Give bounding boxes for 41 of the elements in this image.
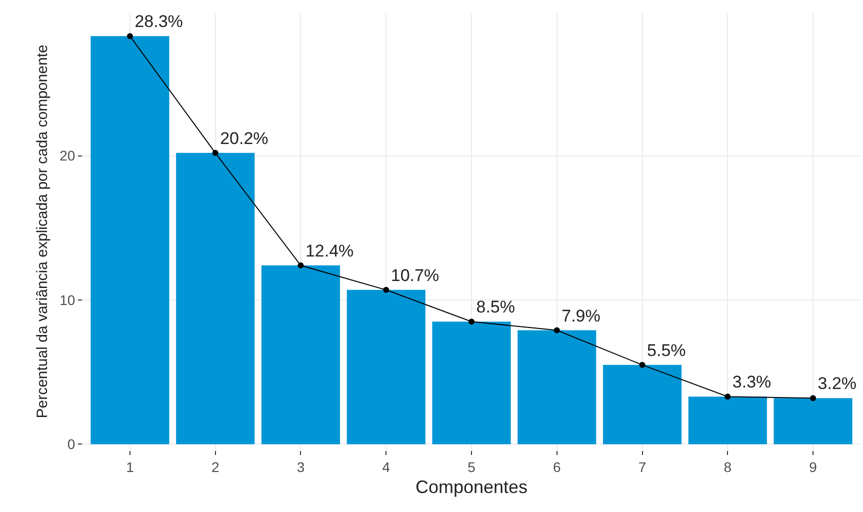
bar bbox=[774, 398, 852, 444]
x-tick-label: 7 bbox=[638, 458, 646, 475]
x-tick-label: 4 bbox=[382, 458, 390, 475]
point bbox=[810, 395, 816, 402]
point bbox=[126, 33, 133, 40]
point bbox=[468, 318, 474, 325]
bar bbox=[261, 265, 340, 444]
bar bbox=[688, 396, 767, 444]
x-axis-title: Componentes bbox=[415, 476, 528, 497]
data-label: 28.3% bbox=[134, 12, 183, 32]
y-axis-title: Percentual da variância explicada por cada componente bbox=[34, 44, 51, 418]
point bbox=[383, 286, 390, 293]
data-label: 3.2% bbox=[818, 374, 857, 394]
x-tick-label: 2 bbox=[211, 458, 220, 475]
point bbox=[554, 327, 560, 334]
bar bbox=[346, 290, 426, 444]
y-tick-label: 0 bbox=[67, 436, 76, 452]
data-label: 8.5% bbox=[476, 298, 515, 317]
bar bbox=[518, 330, 596, 444]
x-tick-label: 5 bbox=[468, 458, 476, 475]
point bbox=[212, 150, 218, 156]
data-label: 7.9% bbox=[562, 306, 600, 326]
point bbox=[298, 262, 304, 268]
y-tick-label: 10 bbox=[60, 292, 76, 308]
y-tick-label: 20 bbox=[60, 148, 76, 164]
data-label: 20.2% bbox=[220, 128, 268, 148]
data-label: 10.7% bbox=[390, 266, 440, 285]
point bbox=[639, 362, 646, 368]
x-tick-label: 3 bbox=[296, 458, 305, 475]
bar bbox=[602, 364, 682, 444]
x-tick-label: 9 bbox=[809, 458, 818, 475]
x-tick-label: 8 bbox=[724, 458, 732, 475]
point bbox=[724, 394, 731, 400]
x-tick-label: 6 bbox=[552, 458, 561, 475]
bar bbox=[176, 152, 255, 444]
data-label: 12.4% bbox=[305, 241, 354, 260]
bar bbox=[432, 322, 511, 444]
data-label: 5.5% bbox=[647, 340, 686, 360]
bar bbox=[90, 36, 170, 444]
x-tick-label: 1 bbox=[126, 458, 134, 475]
data-label: 3.3% bbox=[732, 372, 772, 392]
